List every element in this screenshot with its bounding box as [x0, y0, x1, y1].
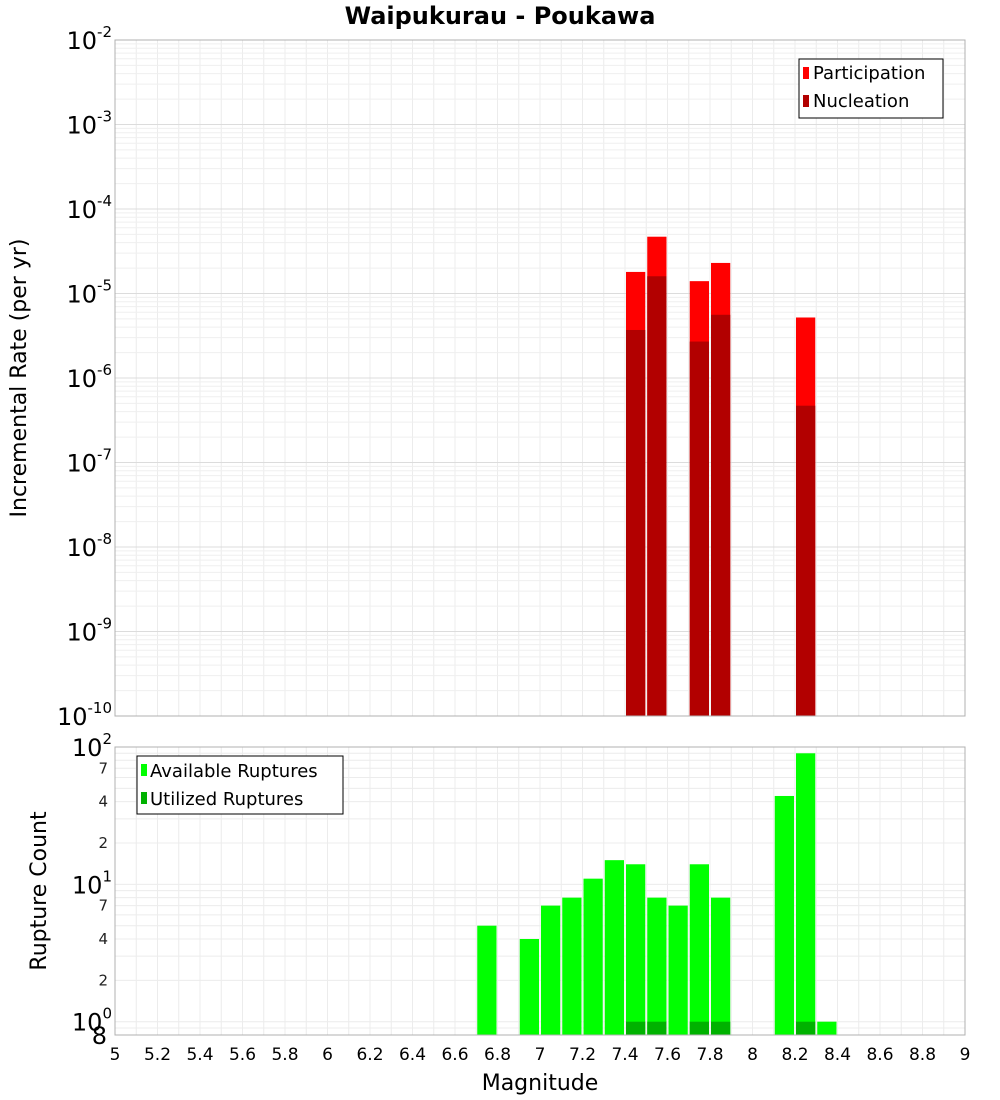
legend-label-utilized: Utilized Ruptures: [150, 789, 303, 810]
bar-nucleation: [689, 341, 709, 716]
bar-available-ruptures: [689, 864, 709, 1035]
y-tick-label: 100: [72, 1005, 112, 1037]
y-tick-label: 10-2: [66, 23, 112, 55]
bar-available-ruptures: [477, 925, 497, 1035]
x-tick-labels: 5 5.2 5.4 5.6 5.8 6 6.2 6.4 6.6 6.8 7 7.2 7.4 7.6 7.8 8…: [110, 1045, 971, 1065]
x-tick-label: 6.8: [484, 1045, 511, 1065]
bar-available-ruptures: [604, 860, 624, 1035]
count-y-axis-label: Rupture Count: [27, 811, 52, 971]
x-tick-label: 8.4: [824, 1045, 851, 1065]
bar-available-ruptures: [519, 939, 539, 1035]
y-tick-label: 2: [98, 971, 108, 989]
x-tick-label: 7.4: [611, 1045, 638, 1065]
bar-utilized-ruptures: [796, 1021, 816, 1035]
x-tick-label: 5.6: [229, 1045, 256, 1065]
rate-legend: Participation Nucleation: [798, 58, 944, 119]
bar-available-ruptures: [626, 864, 646, 1035]
count-y-tick-labels: 100 101 102 8 2 4 7 2 4 7: [72, 730, 112, 1050]
y-tick-label: 10-5: [66, 277, 112, 309]
chart-title: Waipukurau - Poukawa: [345, 2, 656, 30]
x-tick-label: 7.6: [654, 1045, 681, 1065]
bar-available-ruptures: [583, 878, 603, 1035]
count-bars: [477, 753, 837, 1035]
rate-legend-box: [798, 58, 944, 119]
y-tick-label: 10-9: [66, 615, 112, 647]
y-tick-label: 8: [92, 1022, 107, 1050]
bar-available-ruptures: [711, 897, 731, 1035]
x-tick-label: 6.6: [441, 1045, 468, 1065]
rate-bars: [626, 236, 816, 716]
count-legend-box: [136, 755, 344, 815]
x-tick-label: 5.4: [186, 1045, 213, 1065]
y-tick-label: 101: [72, 867, 112, 899]
bar-utilized-ruptures: [711, 1021, 731, 1035]
bar-available-ruptures: [647, 897, 667, 1035]
bar-utilized-ruptures: [626, 1021, 646, 1035]
bar-nucleation: [626, 329, 646, 716]
y-tick-label: 102: [72, 730, 112, 762]
bar-available-ruptures: [668, 905, 688, 1035]
legend-swatch-utilized: [141, 792, 147, 804]
y-tick-label: 4: [98, 930, 108, 948]
count-panel: 100 101 102 8 2 4 7 2 4 7 5 5.2 5.4 5.6 5.8 6 6.2 6.4 6.6…: [27, 730, 970, 1096]
count-plot-frame: [114, 746, 966, 1036]
legend-swatch-participation: [803, 67, 809, 79]
x-tick-label: 9: [960, 1045, 971, 1065]
y-tick-label: 10-8: [66, 530, 112, 562]
y-tick-label: 10-10: [57, 699, 112, 731]
legend-swatch-nucleation: [803, 95, 809, 107]
y-tick-label: 10-7: [66, 446, 112, 478]
bar-available-ruptures: [796, 753, 816, 1035]
bar-available-ruptures: [541, 905, 561, 1035]
rate-panel: 10-10 10-9 10-8 10-7 10-6 10-5 10-4 10-3 10-2 In…: [7, 23, 966, 731]
rate-grid: [114, 40, 966, 717]
y-tick-label: 2: [98, 834, 108, 852]
count-legend: Available Ruptures Utilized Ruptures: [136, 755, 344, 815]
x-tick-label: 6.2: [356, 1045, 383, 1065]
bar-utilized-ruptures: [647, 1021, 667, 1035]
bar-nucleation: [647, 276, 667, 716]
y-tick-label: 10-6: [66, 361, 112, 393]
x-axis-label: Magnitude: [482, 1071, 599, 1096]
y-tick-label: 7: [98, 897, 108, 915]
x-tick-label: 5: [110, 1045, 121, 1065]
bar-available-ruptures: [817, 1021, 837, 1035]
x-tick-label: 8.8: [909, 1045, 936, 1065]
x-tick-label: 8.6: [866, 1045, 893, 1065]
rate-plot-frame: [114, 39, 966, 717]
legend-label-nucleation: Nucleation: [813, 91, 909, 112]
bar-utilized-ruptures: [689, 1021, 709, 1035]
rate-y-axis-label: Incremental Rate (per yr): [7, 239, 32, 518]
bar-available-ruptures: [774, 795, 794, 1035]
legend-swatch-available: [141, 764, 147, 776]
y-tick-label: 10-4: [66, 192, 112, 224]
bar-nucleation: [711, 314, 731, 716]
x-tick-label: 6.4: [399, 1045, 426, 1065]
y-tick-label: 10-3: [66, 108, 112, 140]
x-tick-label: 7.2: [569, 1045, 596, 1065]
x-tick-label: 5.2: [144, 1045, 171, 1065]
y-tick-label: 7: [98, 759, 108, 777]
x-tick-label: 8: [747, 1045, 758, 1065]
bar-nucleation: [796, 405, 816, 716]
rate-y-tick-labels: 10-10 10-9 10-8 10-7 10-6 10-5 10-4 10-3 10-2: [57, 23, 112, 731]
legend-label-participation: Participation: [813, 63, 925, 84]
x-tick-label: 7.8: [696, 1045, 723, 1065]
x-tick-label: 6: [322, 1045, 333, 1065]
x-tick-label: 8.2: [781, 1045, 808, 1065]
y-tick-label: 4: [98, 793, 108, 811]
legend-label-available: Available Ruptures: [150, 761, 318, 782]
x-tick-label: 5.8: [271, 1045, 298, 1065]
bar-available-ruptures: [562, 897, 582, 1035]
x-tick-label: 7: [535, 1045, 546, 1065]
